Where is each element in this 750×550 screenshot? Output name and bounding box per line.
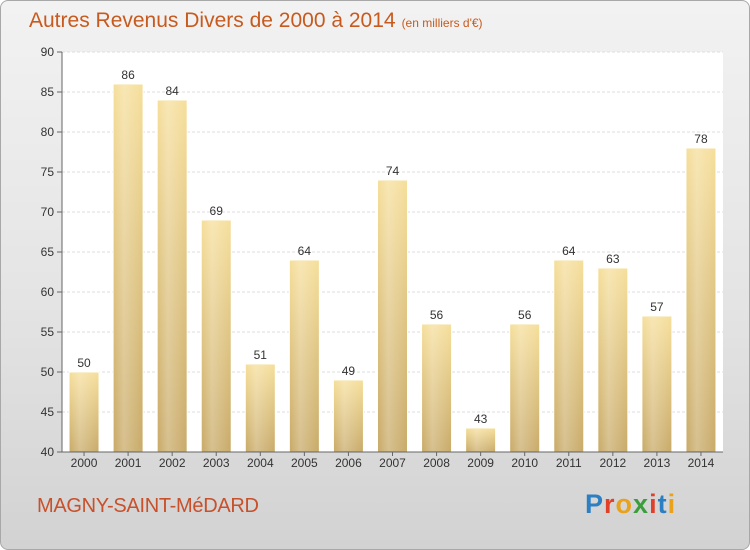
x-tick-label-2001: 2001 [115, 456, 142, 470]
data-label-2001: 86 [121, 68, 135, 82]
data-label-2004: 51 [254, 348, 268, 362]
x-tick-label-2011: 2011 [556, 456, 582, 470]
data-label-2005: 64 [298, 244, 312, 258]
bar-shine [598, 269, 627, 451]
bar-shine [70, 373, 99, 451]
bar-shine [378, 181, 407, 451]
logo-letter: i [667, 489, 677, 519]
bar-shine [642, 317, 671, 451]
axes: 40 45 50 55 60 65 70 75 80 85 90 2000 2001 2002 2003 20… [41, 45, 723, 470]
y-tick-label: 65 [41, 245, 55, 259]
data-labels: 50 86 84 69 51 64 49 74 56 43 56 64 63 57 78 [77, 68, 708, 426]
data-label-2008: 56 [430, 308, 444, 322]
x-tick-label-2012: 2012 [599, 456, 626, 470]
logo-letter: o [615, 489, 634, 519]
bar-shine [290, 261, 319, 451]
x-tick-label-2010: 2010 [511, 456, 538, 470]
bar-shine [554, 261, 583, 451]
logo-letter: x [633, 489, 650, 519]
data-label-2010: 56 [518, 308, 532, 322]
data-label-2007: 74 [386, 164, 400, 178]
logo-letter: i [649, 489, 658, 519]
data-label-2000: 50 [77, 356, 91, 370]
y-tick-label: 55 [41, 325, 55, 339]
data-label-2006: 49 [342, 364, 356, 378]
data-label-2011: 64 [562, 244, 576, 258]
bar-shine [466, 429, 495, 451]
logo-letter: t [657, 489, 668, 519]
x-tick-label-2013: 2013 [644, 456, 671, 470]
y-tick-label: 85 [41, 85, 55, 99]
y-tick-label: 80 [41, 125, 55, 139]
x-tick-label-2005: 2005 [291, 456, 318, 470]
bar-shine [510, 325, 539, 451]
bar-shine [202, 221, 231, 451]
x-tick-label-2004: 2004 [247, 456, 274, 470]
chart-title: Autres Revenus Divers de 2000 à 2014 (en … [29, 9, 483, 33]
x-tick-label-2000: 2000 [71, 456, 98, 470]
x-tick-label-2009: 2009 [467, 456, 494, 470]
bar-shine [422, 325, 451, 451]
y-tick-label: 90 [41, 45, 55, 59]
bars [68, 83, 717, 453]
bar-shine [246, 365, 275, 451]
x-tick-label-2007: 2007 [379, 456, 406, 470]
y-tick-label: 70 [41, 205, 55, 219]
town-name: MAGNY-SAINT-MéDARD [37, 495, 259, 517]
y-tick-label: 75 [41, 165, 55, 179]
y-tick-label: 45 [41, 405, 55, 419]
x-tick-label-2002: 2002 [159, 456, 186, 470]
data-label-2002: 84 [165, 84, 179, 98]
data-label-2013: 57 [650, 300, 664, 314]
bar-shine [114, 85, 143, 451]
bar-shine [158, 101, 187, 451]
x-tick-label-2014: 2014 [688, 456, 715, 470]
bar-shine [686, 149, 715, 451]
bar-shine [334, 381, 363, 451]
logo-letter: r [604, 489, 616, 519]
data-label-2014: 78 [694, 132, 708, 146]
data-label-2003: 69 [210, 204, 224, 218]
y-tick-label: 50 [41, 365, 55, 379]
x-tick-label-2008: 2008 [423, 456, 450, 470]
logo-letter: P [585, 489, 605, 519]
data-label-2012: 63 [606, 252, 620, 266]
chart-subtitle: (en milliers d'€) [401, 16, 483, 30]
data-label-2009: 43 [474, 412, 488, 426]
y-tick-label: 60 [41, 285, 55, 299]
x-tick-label-2003: 2003 [203, 456, 230, 470]
proxiti-logo: Proxiti [585, 489, 676, 520]
y-tick-label: 40 [41, 445, 55, 459]
x-tick-label-2006: 2006 [335, 456, 362, 470]
chart-title-text: Autres Revenus Divers de 2000 à 2014 [29, 9, 396, 32]
